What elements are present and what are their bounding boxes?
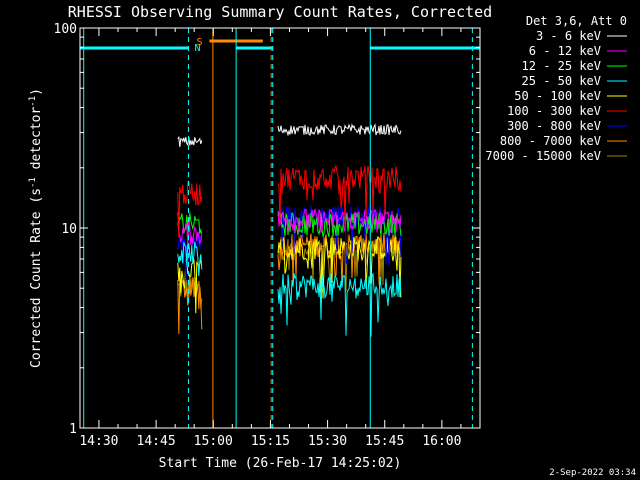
x-tick-label: 15:30 bbox=[308, 434, 347, 449]
y-tick-label: 10 bbox=[61, 222, 77, 237]
saa-label: S bbox=[196, 37, 202, 48]
legend-title: Det 3,6, Att 0 bbox=[526, 14, 627, 28]
series-line-1-seg-2 bbox=[277, 123, 402, 137]
legend-label: 25 - 50 keV bbox=[522, 74, 601, 88]
footer-date: 2-Sep-2022 03:34 bbox=[549, 468, 636, 478]
x-tick-label: 15:45 bbox=[365, 434, 404, 449]
series-line-5-seg-2 bbox=[277, 235, 402, 299]
series-line-2-seg-1 bbox=[177, 221, 203, 246]
series-line-6-seg-1 bbox=[177, 181, 203, 238]
series-line-4-seg-1 bbox=[177, 241, 203, 277]
legend-label: 50 - 100 keV bbox=[514, 89, 601, 103]
x-tick-label: 14:45 bbox=[137, 434, 176, 449]
legend-label: 3 - 6 keV bbox=[536, 29, 601, 43]
y-axis-label: Corrected Count Rate (s-1 detector-1) bbox=[28, 88, 44, 368]
x-tick-label: 15:00 bbox=[194, 434, 233, 449]
legend-label: 800 - 7000 keV bbox=[500, 134, 601, 148]
x-tick-label: 15:15 bbox=[251, 434, 290, 449]
series-line-2-seg-2 bbox=[277, 208, 402, 235]
legend-label: 12 - 25 keV bbox=[522, 59, 601, 73]
night-label: N bbox=[194, 43, 200, 54]
x-tick-label: 14:30 bbox=[79, 434, 118, 449]
y-tick-label: 100 bbox=[54, 22, 77, 37]
series-line-4-seg-2 bbox=[277, 272, 402, 337]
series-line-3-seg-1 bbox=[177, 212, 203, 235]
y-tick-label: 1 bbox=[69, 422, 77, 437]
axes-frame: 14:30 14:45 15:00 15:15 15:30 15:45 16:00 1 10 10… bbox=[54, 22, 481, 449]
legend-label: 300 - 800 keV bbox=[507, 119, 601, 133]
svg-text:Corrected Count Rate (s-1 dete: Corrected Count Rate (s-1 detector-1) bbox=[28, 88, 44, 368]
legend-label: 7000 - 15000 keV bbox=[485, 149, 601, 163]
series-line-1-seg-1 bbox=[177, 135, 203, 147]
series-line-6-seg-2 bbox=[277, 165, 402, 226]
chart-title: RHESSI Observing Summary Count Rates, Co… bbox=[68, 3, 492, 21]
legend-label: 100 - 300 keV bbox=[507, 104, 601, 118]
legend-label: 6 - 12 keV bbox=[529, 44, 601, 58]
x-tick-label: 16:00 bbox=[422, 434, 461, 449]
x-axis-label: Start Time (26-Feb-17 14:25:02) bbox=[159, 456, 402, 471]
